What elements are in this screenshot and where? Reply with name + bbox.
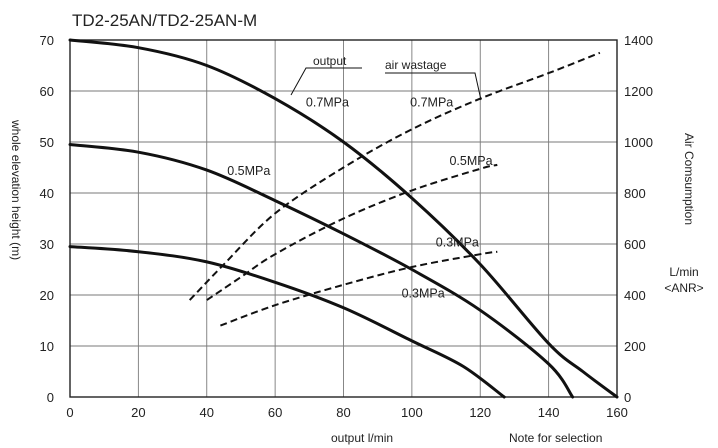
y2-unit-line1: L/min xyxy=(669,265,698,279)
x-tick-label: 80 xyxy=(336,405,350,420)
annotation-label: 0.5MPa xyxy=(449,154,492,168)
y2-tick-label: 1400 xyxy=(624,33,653,48)
chart-title: TD2-25AN/TD2-25AN-M xyxy=(72,11,257,30)
y2-tick-label: 1200 xyxy=(624,84,653,99)
annotation-label: 0.3MPa xyxy=(402,287,445,301)
x-tick-label: 160 xyxy=(606,405,628,420)
series-output-07mpa-line xyxy=(68,38,619,399)
y2-tick-label: 800 xyxy=(624,186,646,201)
x-tick-label: 120 xyxy=(469,405,491,420)
leader-lines xyxy=(290,67,482,101)
y-tick-label: 10 xyxy=(40,339,54,354)
y-tick-label: 30 xyxy=(40,237,54,252)
x-tick-label: 140 xyxy=(538,405,560,420)
y-tick-label: 0 xyxy=(47,390,54,405)
x-axis-label: output l/min xyxy=(331,431,393,445)
y-tick-label: 70 xyxy=(40,33,54,48)
x-tick-label: 20 xyxy=(131,405,145,420)
series-air-wastage-03mpa-line xyxy=(220,250,498,327)
y-tick-label: 40 xyxy=(40,186,54,201)
annotation-label: 0.7MPa xyxy=(306,95,349,109)
group-label-air-wastage: air wastage xyxy=(385,58,447,72)
series-air-wastage-07mpa-line xyxy=(188,51,601,301)
group-label-output: output xyxy=(313,54,347,68)
x-tick-label: 60 xyxy=(268,405,282,420)
tick-labels: 0 20 40 60 80 100 120 140 1600102030405060700200… xyxy=(40,33,653,420)
y-tick-label: 50 xyxy=(40,135,54,150)
series-output-05mpa-line xyxy=(68,143,575,399)
y2-unit-line2: <ANR> xyxy=(664,281,703,295)
annotation-label: 0.5MPa xyxy=(227,164,270,178)
plot-frame xyxy=(69,39,618,398)
y2-axis-label: Air Comsumption xyxy=(682,133,696,225)
y-tick-label: 60 xyxy=(40,84,54,99)
series-air-wastage-05mpa-line xyxy=(206,163,498,301)
y2-tick-label: 600 xyxy=(624,237,646,252)
series-output-03mpa-line xyxy=(68,245,506,399)
leader-air-wastage xyxy=(385,72,482,101)
x-tick-label: 0 xyxy=(66,405,73,420)
x-tick-label: 40 xyxy=(200,405,214,420)
y2-tick-label: 0 xyxy=(624,390,631,405)
annotations: 0.7MPa 0.7MPa 0.5MPa 0.5MPa 0.3MPa 0.3MPa xyxy=(227,95,492,300)
annotation-label: 0.7MPa xyxy=(410,95,453,109)
x-tick-label: 100 xyxy=(401,405,423,420)
y-tick-label: 20 xyxy=(40,288,54,303)
y2-tick-label: 1000 xyxy=(624,135,653,150)
y2-tick-label: 400 xyxy=(624,288,646,303)
annotation-label: 0.3MPa xyxy=(436,236,479,250)
footnote: Note for selection xyxy=(509,431,602,445)
leader-output xyxy=(290,67,362,96)
series-layer xyxy=(68,38,619,399)
y2-tick-label: 200 xyxy=(624,339,646,354)
y-axis-label: whole elevation height (m) xyxy=(9,119,23,260)
